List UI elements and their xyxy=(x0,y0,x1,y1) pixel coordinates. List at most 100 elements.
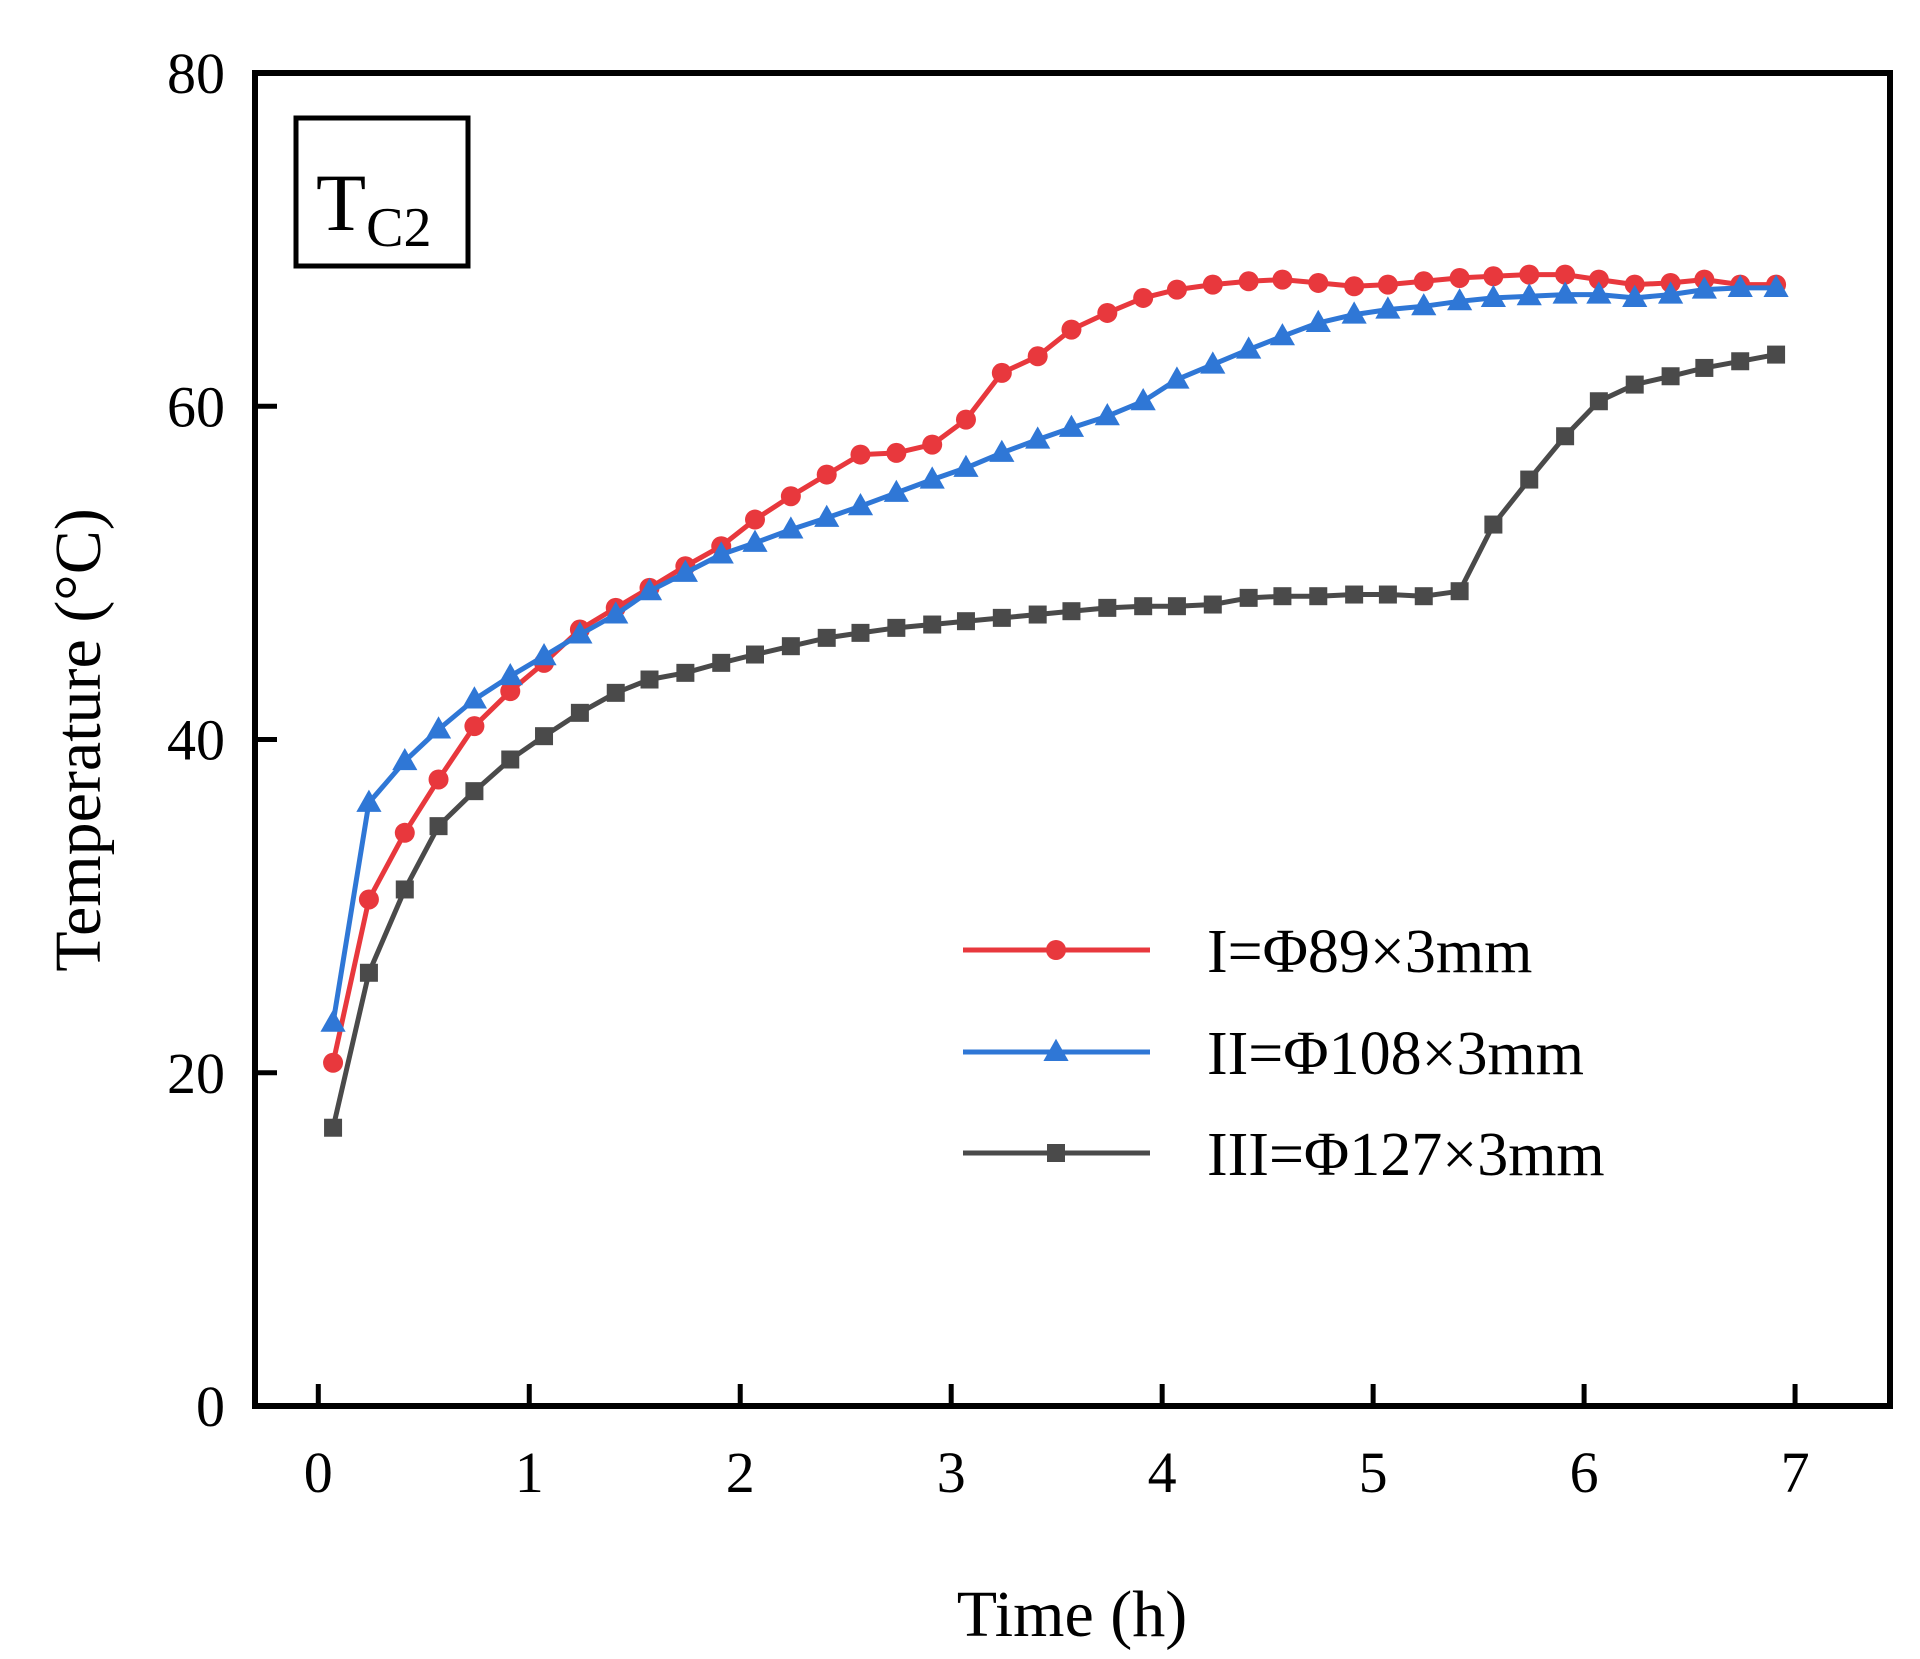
y-tick-label: 80 xyxy=(167,41,225,106)
data-point xyxy=(708,541,734,564)
data-point xyxy=(395,880,414,899)
legend-label: I=Φ89×3mm xyxy=(1207,918,1532,986)
data-point xyxy=(1269,323,1296,346)
data-point xyxy=(465,782,484,801)
data-point xyxy=(1447,288,1473,311)
x-tick-label: 1 xyxy=(515,1440,544,1505)
data-point xyxy=(1341,301,1367,324)
panel-label-box xyxy=(293,115,471,269)
panel-label-main: T xyxy=(316,157,366,248)
data-point xyxy=(1731,352,1750,371)
data-point xyxy=(1200,351,1226,374)
data-point xyxy=(1375,296,1401,319)
data-point xyxy=(1519,264,1540,285)
legend-marker xyxy=(1043,1038,1069,1061)
data-point xyxy=(1413,271,1434,292)
data-point xyxy=(1625,375,1644,394)
x-tick-label: 7 xyxy=(1781,1440,1810,1505)
data-point xyxy=(850,444,871,465)
legend-marker xyxy=(1046,940,1066,960)
data-point xyxy=(1622,284,1648,307)
data-point xyxy=(1273,587,1292,606)
data-point xyxy=(392,747,418,771)
data-point xyxy=(429,817,448,836)
legend-item-3: III=Φ127×3mm xyxy=(963,1121,1605,1189)
data-point xyxy=(603,601,629,624)
panel-label-subscript: C2 xyxy=(366,197,431,259)
data-point xyxy=(1589,392,1608,411)
data-point xyxy=(501,750,520,769)
data-point xyxy=(1134,597,1153,616)
data-point xyxy=(992,608,1011,627)
data-point xyxy=(1164,366,1190,389)
axis-layer: 0 1 2 3 4 5 6 7 0 20 40 60 80 xyxy=(167,41,1810,1505)
data-point xyxy=(1061,319,1082,340)
data-point xyxy=(1027,346,1048,367)
data-point xyxy=(428,769,449,790)
legend-marker xyxy=(1047,1144,1065,1162)
data-point xyxy=(1345,585,1364,604)
legend-item-2: II=Φ108×3mm xyxy=(963,1020,1584,1088)
data-point xyxy=(636,578,663,601)
data-point xyxy=(359,963,378,982)
data-point xyxy=(953,454,979,477)
x-tick-label: 6 xyxy=(1570,1440,1599,1505)
data-point xyxy=(358,889,379,910)
data-point xyxy=(1588,269,1609,290)
data-point xyxy=(606,683,625,702)
data-point xyxy=(1516,283,1542,306)
data-point xyxy=(1202,274,1223,295)
data-point xyxy=(816,464,837,485)
y-axis-title: Temperature (°C) xyxy=(42,508,115,971)
data-point xyxy=(1272,269,1293,290)
legend-item-1: I=Φ89×3mm xyxy=(963,918,1532,986)
data-point xyxy=(1556,427,1575,446)
y-tick-label: 60 xyxy=(167,374,225,439)
panel-label: TC2 xyxy=(293,115,471,269)
data-point xyxy=(1727,274,1753,297)
data-point xyxy=(1167,597,1186,616)
data-point xyxy=(956,612,975,631)
data-point xyxy=(780,486,801,507)
data-point xyxy=(1309,587,1328,606)
data-point xyxy=(745,645,764,664)
data-point xyxy=(1305,309,1331,332)
legend: I=Φ89×3mm II=Φ108×3mm III=Φ127×3mm xyxy=(963,918,1605,1189)
data-point xyxy=(497,662,523,686)
data-point xyxy=(1028,605,1047,624)
data-point xyxy=(1552,281,1578,304)
data-point xyxy=(1657,281,1684,304)
data-point xyxy=(535,727,554,746)
data-point xyxy=(1695,358,1714,377)
data-point xyxy=(1555,264,1576,285)
data-point xyxy=(744,509,765,530)
data-point xyxy=(323,1052,344,1073)
data-point xyxy=(1450,582,1469,601)
data-point xyxy=(883,479,909,502)
data-point xyxy=(320,1009,346,1032)
data-point xyxy=(464,716,485,737)
data-point xyxy=(570,703,589,722)
data-point xyxy=(1483,266,1504,287)
data-point xyxy=(1236,336,1262,359)
data-point xyxy=(886,442,907,463)
data-point xyxy=(814,504,840,527)
data-point xyxy=(1484,515,1503,534)
data-point xyxy=(1691,276,1717,299)
series-layer xyxy=(320,264,1789,1137)
series-3 xyxy=(324,345,1786,1137)
data-point xyxy=(1166,279,1187,300)
data-point xyxy=(922,434,943,455)
y-tick-label: 20 xyxy=(167,1041,225,1106)
data-point xyxy=(847,493,874,516)
data-point xyxy=(887,618,906,637)
data-point xyxy=(923,615,942,634)
data-point xyxy=(1411,293,1437,316)
data-point xyxy=(1763,274,1789,297)
data-point xyxy=(955,409,976,430)
x-tick-label: 0 xyxy=(304,1440,333,1505)
data-point xyxy=(672,559,698,582)
data-point xyxy=(1308,272,1329,293)
